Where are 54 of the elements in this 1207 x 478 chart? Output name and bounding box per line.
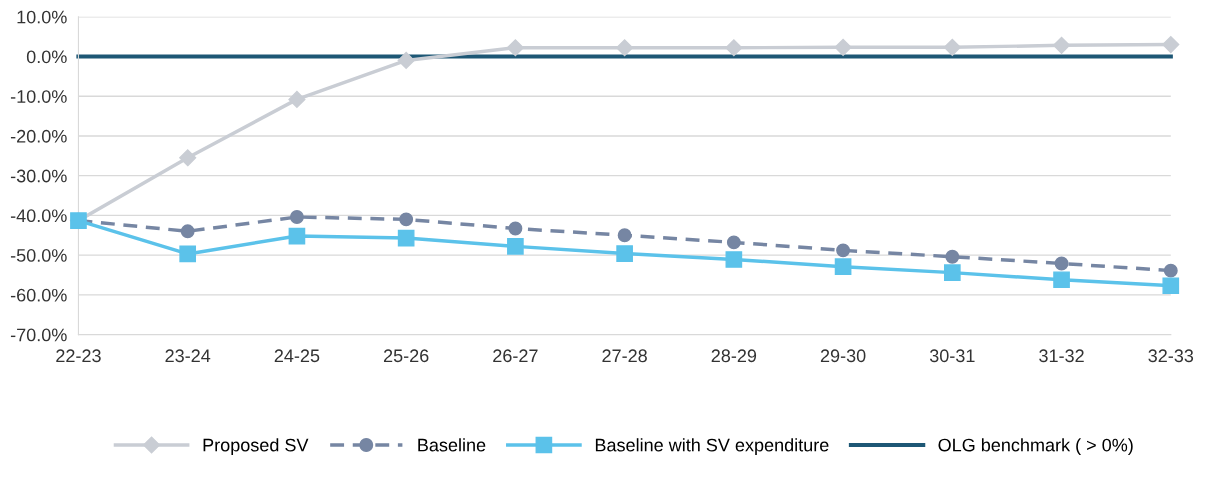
legend-label: OLG benchmark ( > 0%) — [938, 438, 1133, 456]
point — [1054, 256, 1069, 271]
point — [1053, 36, 1071, 54]
x-tick-label: 31-32 — [1039, 349, 1084, 363]
y-tick-label: -30.0% — [10, 169, 67, 183]
y-tick-label: -40.0% — [10, 209, 67, 223]
y-tick-label: 0.0% — [26, 50, 67, 64]
point — [834, 38, 852, 56]
x-tick-label: 27-28 — [602, 349, 647, 363]
y-tick-label: -50.0% — [10, 249, 67, 262]
x-tick-label: 28-29 — [711, 349, 757, 363]
point — [945, 249, 960, 264]
point — [289, 210, 304, 224]
point — [508, 221, 523, 236]
point — [725, 39, 743, 57]
point — [288, 227, 306, 245]
point — [507, 238, 524, 255]
point — [397, 229, 415, 247]
x-tick-label: 24-25 — [274, 349, 320, 363]
y-tick-label: -70.0% — [10, 328, 67, 342]
point — [179, 149, 197, 167]
point — [180, 224, 195, 239]
point — [506, 39, 524, 57]
legend-label: Proposed SV — [203, 438, 309, 456]
point — [399, 212, 414, 227]
point — [288, 90, 306, 108]
legend-label: Baseline with SV expenditure — [595, 438, 829, 456]
y-tick-label: 10.0% — [17, 10, 67, 24]
point — [1162, 277, 1180, 295]
point — [725, 251, 743, 268]
x-tick-label: 22-23 — [56, 349, 101, 363]
point — [834, 258, 852, 275]
point — [1163, 263, 1178, 278]
y-tick-label: -20.0% — [10, 129, 67, 143]
point — [616, 39, 634, 57]
point — [943, 264, 961, 281]
x-tick-label: 26-27 — [493, 349, 538, 363]
x-tick-label: 32-33 — [1148, 349, 1194, 363]
point — [616, 245, 633, 262]
point — [179, 245, 197, 263]
point — [726, 235, 741, 250]
x-tick-label: 23-24 — [165, 349, 211, 363]
point — [617, 228, 632, 243]
x-tick-label: 29-30 — [820, 349, 866, 363]
point — [1053, 271, 1070, 289]
y-tick-label: -10.0% — [10, 90, 67, 103]
legend-label: Baseline — [418, 438, 486, 452]
x-tick-label: 25-26 — [383, 349, 429, 363]
point — [943, 38, 961, 56]
point — [1162, 35, 1180, 54]
x-tick-label: 30-31 — [929, 349, 975, 363]
y-tick-label: -60.0% — [10, 288, 67, 302]
point — [836, 243, 851, 258]
point — [397, 51, 415, 69]
